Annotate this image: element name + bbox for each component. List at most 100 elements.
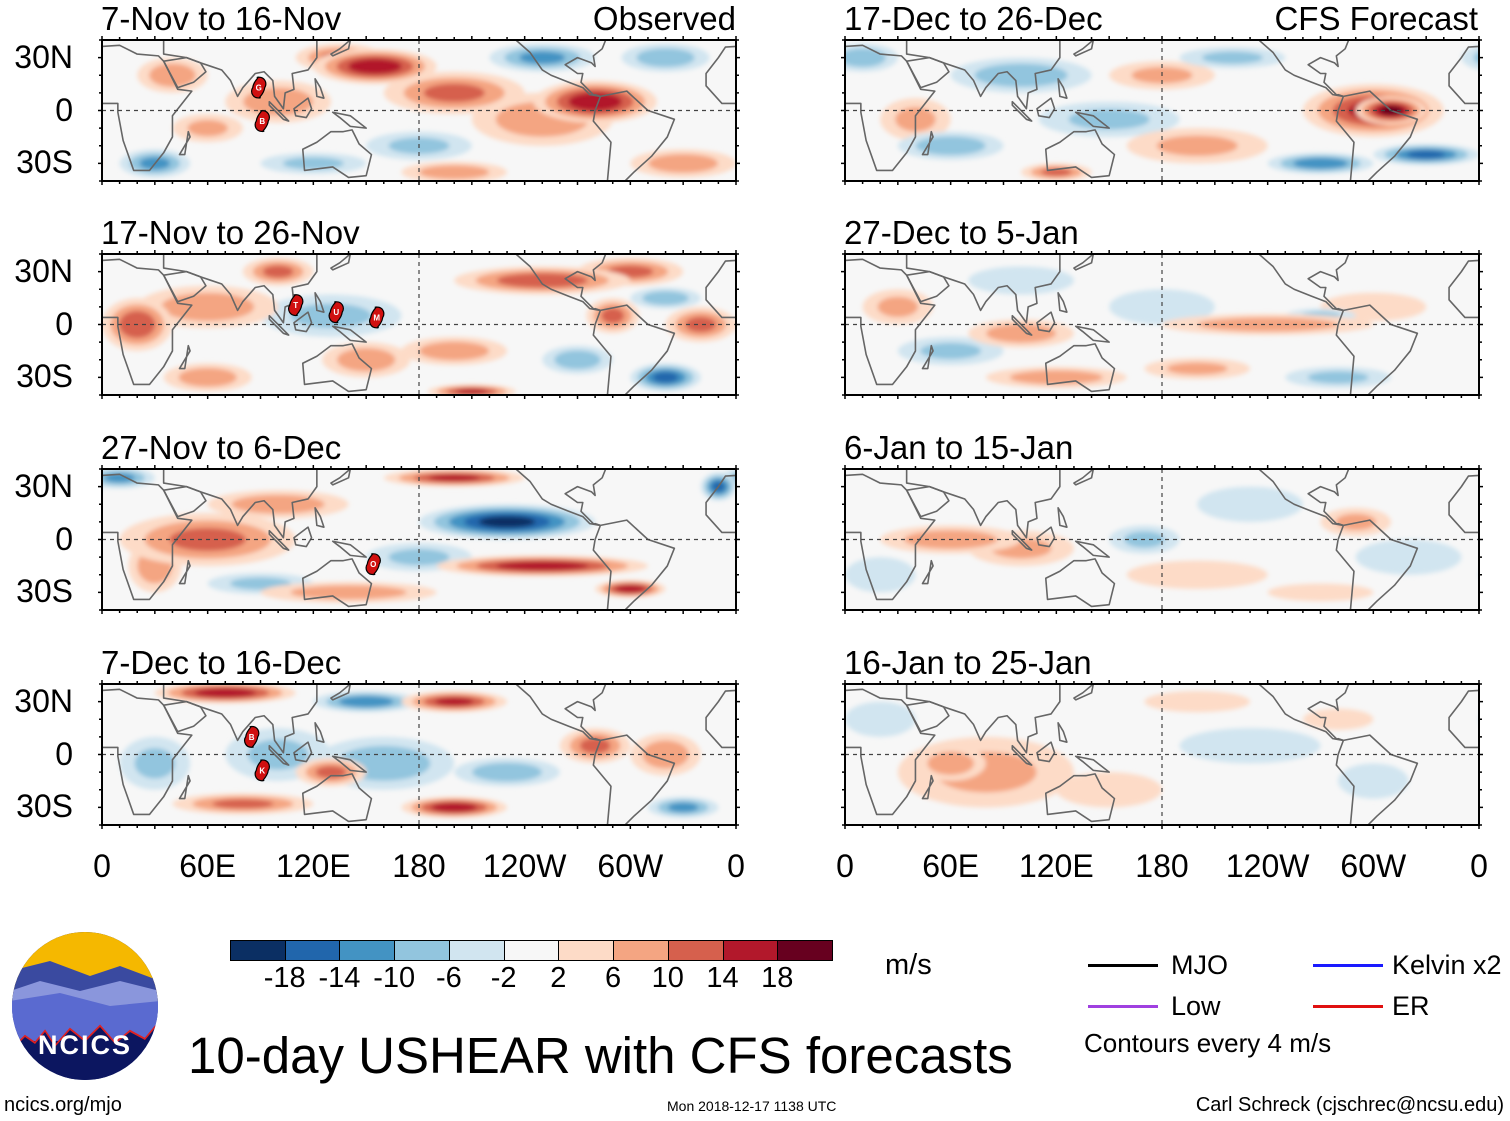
coastline <box>293 741 313 763</box>
anomaly-contour <box>282 157 344 170</box>
coastline <box>331 755 367 773</box>
anomaly-contour <box>1197 486 1303 522</box>
legend-line-er <box>1313 1005 1383 1008</box>
lat-label: 30S <box>16 144 73 181</box>
coastline <box>162 684 318 754</box>
legend-label-mjo: MJO <box>1171 950 1228 980</box>
anomaly-contour <box>1293 157 1348 169</box>
coastline <box>178 774 191 800</box>
coastline <box>1074 755 1110 773</box>
anomaly-contour <box>337 348 396 372</box>
colorbar-swatch <box>503 940 560 961</box>
coastline <box>293 97 313 119</box>
coastline <box>905 700 950 733</box>
lat-label: 30N <box>14 252 73 289</box>
anomaly-contour <box>845 701 916 737</box>
cyclone-label: T <box>293 301 298 310</box>
coastline <box>330 254 352 271</box>
coastline <box>905 485 950 518</box>
cyclone-label: K <box>259 766 265 775</box>
anomaly-contour <box>579 738 611 754</box>
anomaly-contour <box>974 63 1068 87</box>
lon-label: 120E <box>1018 848 1094 884</box>
anomaly-contour <box>642 291 689 306</box>
coastline <box>1073 40 1095 57</box>
anomaly-contour <box>685 316 717 333</box>
coastline <box>705 474 736 534</box>
coastline <box>1258 684 1350 742</box>
coastline <box>1036 97 1056 119</box>
coastline <box>1073 254 1095 271</box>
coastline <box>905 469 1061 539</box>
anomaly-contour <box>423 83 485 103</box>
cyclone-label: B <box>259 117 265 126</box>
panel-title: 17-Nov to 26-Nov <box>101 214 360 251</box>
colorbar-label: 6 <box>605 962 622 994</box>
anomaly-contour <box>568 92 622 111</box>
anomaly-contour <box>455 388 488 395</box>
coastline <box>905 56 950 89</box>
coastline <box>293 311 313 333</box>
timestamp: Mon 2018-12-17 1138 UTC <box>667 1098 837 1114</box>
anomaly-contour <box>601 308 625 324</box>
coastline <box>845 688 936 816</box>
legend-line-low <box>1088 1005 1158 1008</box>
coastline <box>102 258 193 386</box>
anomaly-contour <box>877 296 919 318</box>
coastline <box>1448 45 1479 105</box>
colorbar-swatch <box>448 940 505 961</box>
panel-title: 27-Dec to 5-Jan <box>844 214 1079 251</box>
anomaly-contour <box>1179 728 1321 764</box>
panel-title: 16-Jan to 25-Jan <box>844 644 1092 681</box>
coastline <box>330 469 352 486</box>
legend-label-kelvin: Kelvin x2 <box>1392 950 1502 980</box>
forecast-label: CFS Forecast <box>1274 0 1478 37</box>
lat-label: 30S <box>16 358 73 395</box>
coastline <box>1335 304 1419 395</box>
coastline <box>162 700 207 733</box>
anomaly-contour <box>1202 51 1263 64</box>
coastline <box>845 473 936 601</box>
anomaly-contour <box>178 368 237 387</box>
anomaly-contour <box>338 696 394 708</box>
cyclone-label: G <box>256 84 262 93</box>
map-panel: GB <box>98 36 740 185</box>
coastline <box>1073 469 1095 486</box>
coastline <box>331 111 367 129</box>
colorbar-label: 18 <box>761 962 794 994</box>
coastline <box>921 130 934 156</box>
coastline <box>102 44 193 172</box>
anomaly-contour <box>915 136 986 156</box>
coastline <box>921 559 934 585</box>
ncics-logo: NCICS <box>12 932 158 1080</box>
anomaly-contour <box>419 165 490 180</box>
colorbar-label: -14 <box>318 962 361 994</box>
lon-label: 180 <box>1135 848 1189 884</box>
colorbar-swatch <box>339 940 396 961</box>
credit: Carl Schreck (cjschrec@ncsu.edu) <box>1195 1094 1504 1116</box>
coastline <box>301 343 373 393</box>
colorbar-swatch <box>284 940 341 961</box>
anomaly-contour <box>231 494 325 514</box>
map-panel: T U M <box>98 250 740 399</box>
lon-label: 120W <box>1225 848 1310 884</box>
colorbar-swatch <box>722 940 779 961</box>
anomaly-contour <box>1267 583 1374 602</box>
coastline <box>845 44 936 172</box>
coastline <box>515 469 607 527</box>
anomaly-contour <box>1056 772 1162 808</box>
anomaly-contour <box>1302 708 1374 730</box>
anomaly-contour <box>986 324 1056 343</box>
coastline <box>314 77 325 99</box>
coastline <box>1044 773 1116 823</box>
anomaly-contour <box>1109 289 1215 325</box>
anomaly-contour <box>1473 51 1479 64</box>
anomaly-contour <box>496 561 589 571</box>
source-url[interactable]: ncics.org/mjo <box>4 1094 122 1116</box>
lon-label: 0 <box>727 848 745 884</box>
coastline <box>1011 744 1033 766</box>
coastline <box>845 258 936 386</box>
lon-label: 120W <box>482 848 567 884</box>
coastline <box>1258 469 1350 527</box>
anomaly-contour <box>262 265 294 278</box>
